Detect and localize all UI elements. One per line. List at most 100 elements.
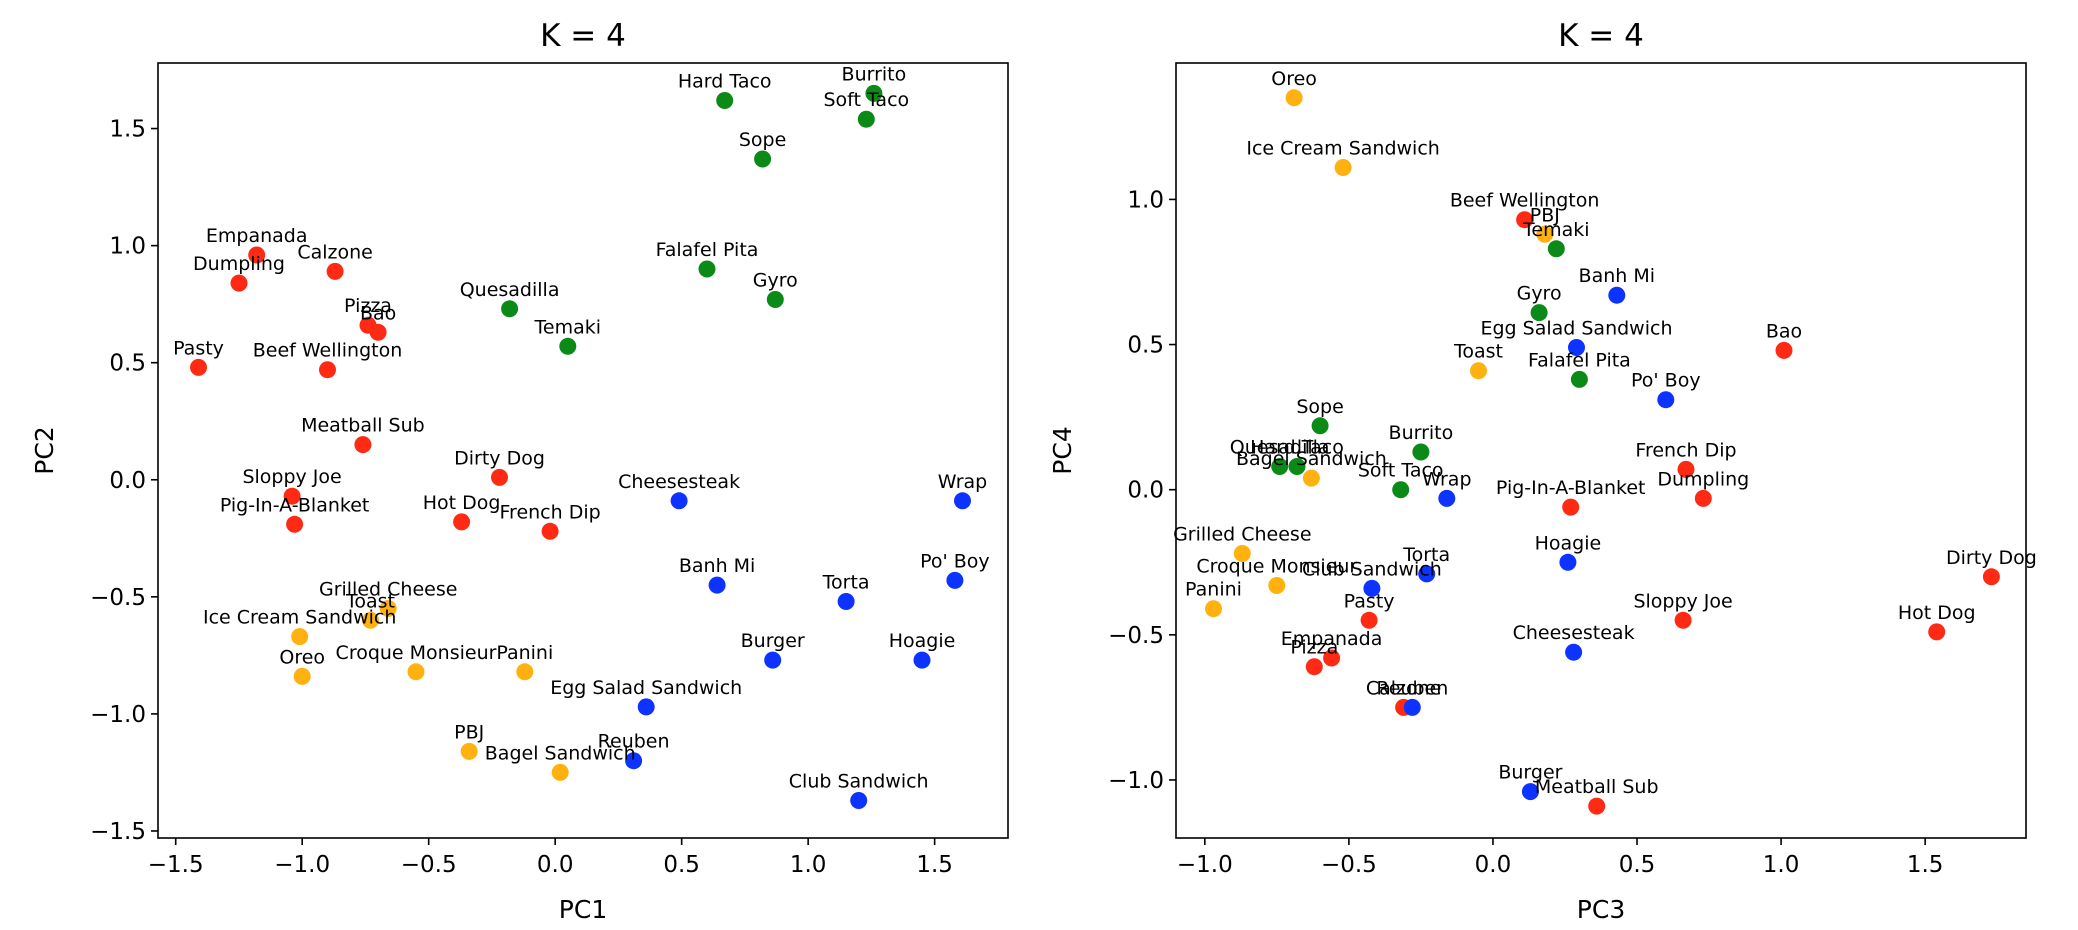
- x-tick-label: −1.0: [1177, 852, 1233, 878]
- data-point: [865, 84, 883, 102]
- point-label: Torta: [1402, 544, 1450, 566]
- x-tick-label: 0.0: [537, 852, 574, 878]
- point-label: Po' Boy: [920, 550, 990, 572]
- point-label: Burrito: [1389, 422, 1454, 444]
- data-point: [1271, 458, 1289, 475]
- data-point: [1547, 240, 1565, 258]
- data-point: [637, 698, 655, 716]
- x-tick-label: 1.5: [1907, 852, 1944, 878]
- data-point: [1311, 417, 1329, 435]
- point-label: PBJ: [454, 721, 484, 743]
- data-point: [625, 752, 643, 770]
- data-point: [516, 663, 534, 681]
- data-point: [354, 436, 372, 454]
- point-label: Croque Monsieur: [336, 642, 497, 664]
- data-point: [1982, 568, 2000, 586]
- point-label: Sloppy Joe: [1633, 590, 1732, 612]
- data-point: [1305, 658, 1323, 676]
- point-label: Temaki: [534, 316, 602, 338]
- point-label: Beef Wellington: [1450, 190, 1600, 212]
- point-label: Beef Wellington: [253, 340, 403, 362]
- data-point: [1694, 489, 1712, 507]
- point-label: Hoagie: [889, 630, 956, 652]
- point-label: Reuben: [598, 731, 670, 753]
- point-label: Toast: [345, 590, 395, 612]
- point-label: Oreo: [1271, 68, 1317, 90]
- data-point: [491, 468, 508, 486]
- point-label: Sope: [739, 129, 786, 151]
- data-point: [1363, 579, 1381, 597]
- point-label: Pizza: [1290, 637, 1338, 659]
- point-label: Wrap: [1422, 468, 1471, 490]
- point-label: Panini: [496, 642, 553, 664]
- data-point: [954, 492, 971, 510]
- x-tick-label: 1.5: [916, 852, 953, 878]
- point-label: Hot Dog: [423, 492, 501, 514]
- point-label: Egg Salad Sandwich: [550, 677, 742, 699]
- point-label: Pig-In-A-Blanket: [1496, 477, 1646, 499]
- data-point: [1418, 565, 1436, 583]
- data-point: [559, 337, 577, 355]
- y-tick-label: 0.0: [1127, 478, 1164, 504]
- point-label: Hoagie: [1535, 532, 1602, 554]
- point-label: Cheesesteak: [1513, 622, 1635, 644]
- point-label: Temaki: [1522, 219, 1590, 241]
- data-point: [293, 667, 311, 685]
- point-label: Toast: [1453, 341, 1503, 363]
- point-label: Sloppy Joe: [242, 466, 341, 488]
- data-point: [1674, 611, 1692, 629]
- point-label: Club Sandwich: [1302, 558, 1442, 580]
- data-point: [1268, 577, 1286, 594]
- point-label: Soft Taco: [1358, 460, 1444, 482]
- point-label: Ice Cream Sandwich: [203, 607, 396, 629]
- point-label: Oreo: [279, 646, 325, 668]
- data-point: [460, 742, 478, 760]
- point-label: Hot Dog: [1898, 602, 1976, 624]
- data-point: [286, 515, 304, 533]
- point-label: Reuben: [1376, 677, 1448, 699]
- data-point: [326, 262, 344, 280]
- x-tick-label: 0.0: [1475, 852, 1512, 878]
- point-label: Pizza: [344, 295, 392, 317]
- data-point: [1536, 225, 1554, 243]
- point-label: Empanada: [206, 225, 308, 247]
- data-point: [248, 246, 266, 264]
- point-label: Panini: [1185, 579, 1242, 601]
- data-point: [1562, 498, 1580, 516]
- point-label: Bao: [1766, 320, 1802, 342]
- data-point: [1233, 545, 1251, 562]
- y-axis-label: PC4: [1048, 426, 1077, 474]
- data-point: [453, 513, 471, 531]
- data-point: [1288, 458, 1306, 475]
- x-tick-label: 1.0: [790, 852, 827, 878]
- x-tick-label: −1.0: [274, 852, 330, 878]
- point-label: PBJ: [1530, 204, 1560, 226]
- data-point: [1334, 159, 1352, 176]
- data-point: [1360, 611, 1378, 629]
- data-point: [291, 628, 309, 646]
- x-tick-label: −0.5: [401, 852, 457, 878]
- data-point: [1392, 481, 1410, 499]
- data-point: [379, 600, 397, 617]
- point-label: Banh Mi: [679, 555, 755, 577]
- point-label: Egg Salad Sandwich: [1480, 318, 1672, 340]
- y-tick-label: 0.5: [109, 351, 146, 377]
- data-point: [1302, 469, 1320, 487]
- chart-panel-2: Oreo Ice Cream Sandwich Beef WellingtonPBJ…: [1048, 18, 2037, 924]
- data-point: [1521, 783, 1539, 801]
- data-point: [1470, 362, 1487, 380]
- data-point: [857, 110, 875, 128]
- data-point: [283, 487, 301, 505]
- point-label: Bao: [360, 302, 396, 324]
- point-label: Pasty: [1344, 590, 1395, 612]
- y-tick-label: 1.0: [109, 234, 146, 260]
- x-axis-label: PC3: [1577, 895, 1625, 924]
- data-point: [913, 651, 931, 669]
- data-point: [708, 576, 726, 594]
- data-point: [1285, 89, 1303, 107]
- point-label: Bagel Sandwich: [1236, 448, 1387, 470]
- data-point: [1403, 698, 1421, 716]
- data-point: [1530, 304, 1548, 322]
- data-point: [1565, 643, 1583, 661]
- data-point: [698, 260, 716, 278]
